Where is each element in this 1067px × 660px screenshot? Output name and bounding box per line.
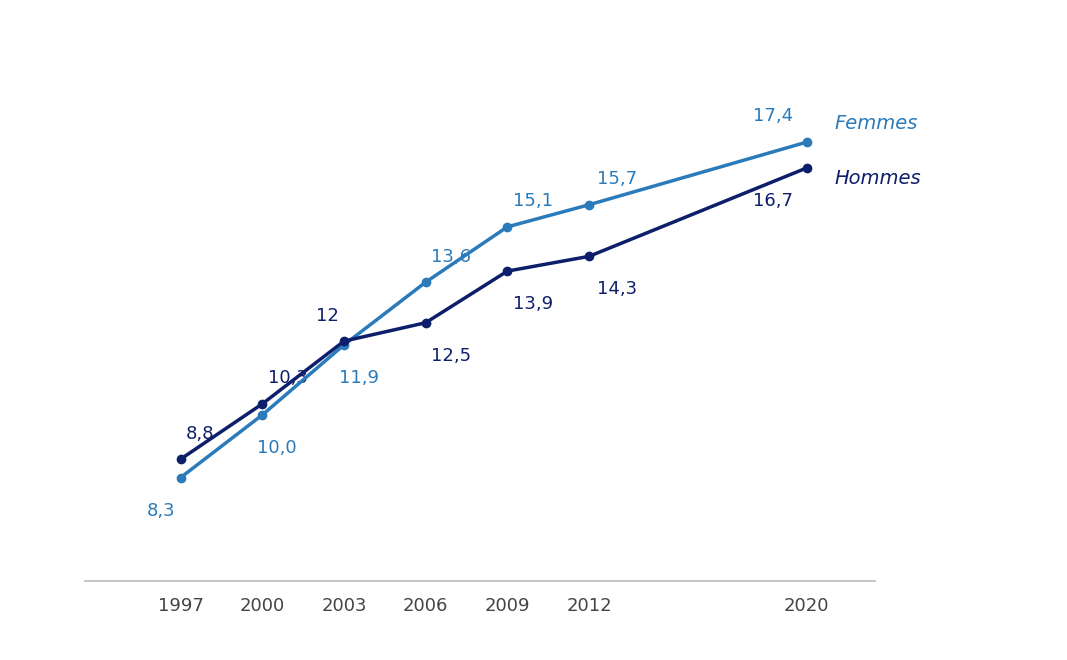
Text: 14,3: 14,3: [598, 280, 637, 298]
Text: 8,3: 8,3: [146, 502, 175, 519]
Text: 15,1: 15,1: [513, 192, 553, 211]
Text: 11,9: 11,9: [338, 369, 379, 387]
Text: 8,8: 8,8: [186, 424, 214, 443]
Text: 10,0: 10,0: [257, 439, 297, 457]
Text: 12,5: 12,5: [431, 346, 472, 365]
Text: 15,7: 15,7: [598, 170, 637, 188]
Text: Hommes: Hommes: [834, 170, 921, 188]
Text: 16,7: 16,7: [753, 192, 793, 210]
Text: 12: 12: [316, 306, 338, 325]
Text: 10,3: 10,3: [268, 369, 307, 387]
Text: 17,4: 17,4: [753, 108, 793, 125]
Text: Femmes: Femmes: [834, 114, 918, 133]
Text: 13,6: 13,6: [431, 248, 472, 265]
Text: 13,9: 13,9: [513, 295, 553, 313]
